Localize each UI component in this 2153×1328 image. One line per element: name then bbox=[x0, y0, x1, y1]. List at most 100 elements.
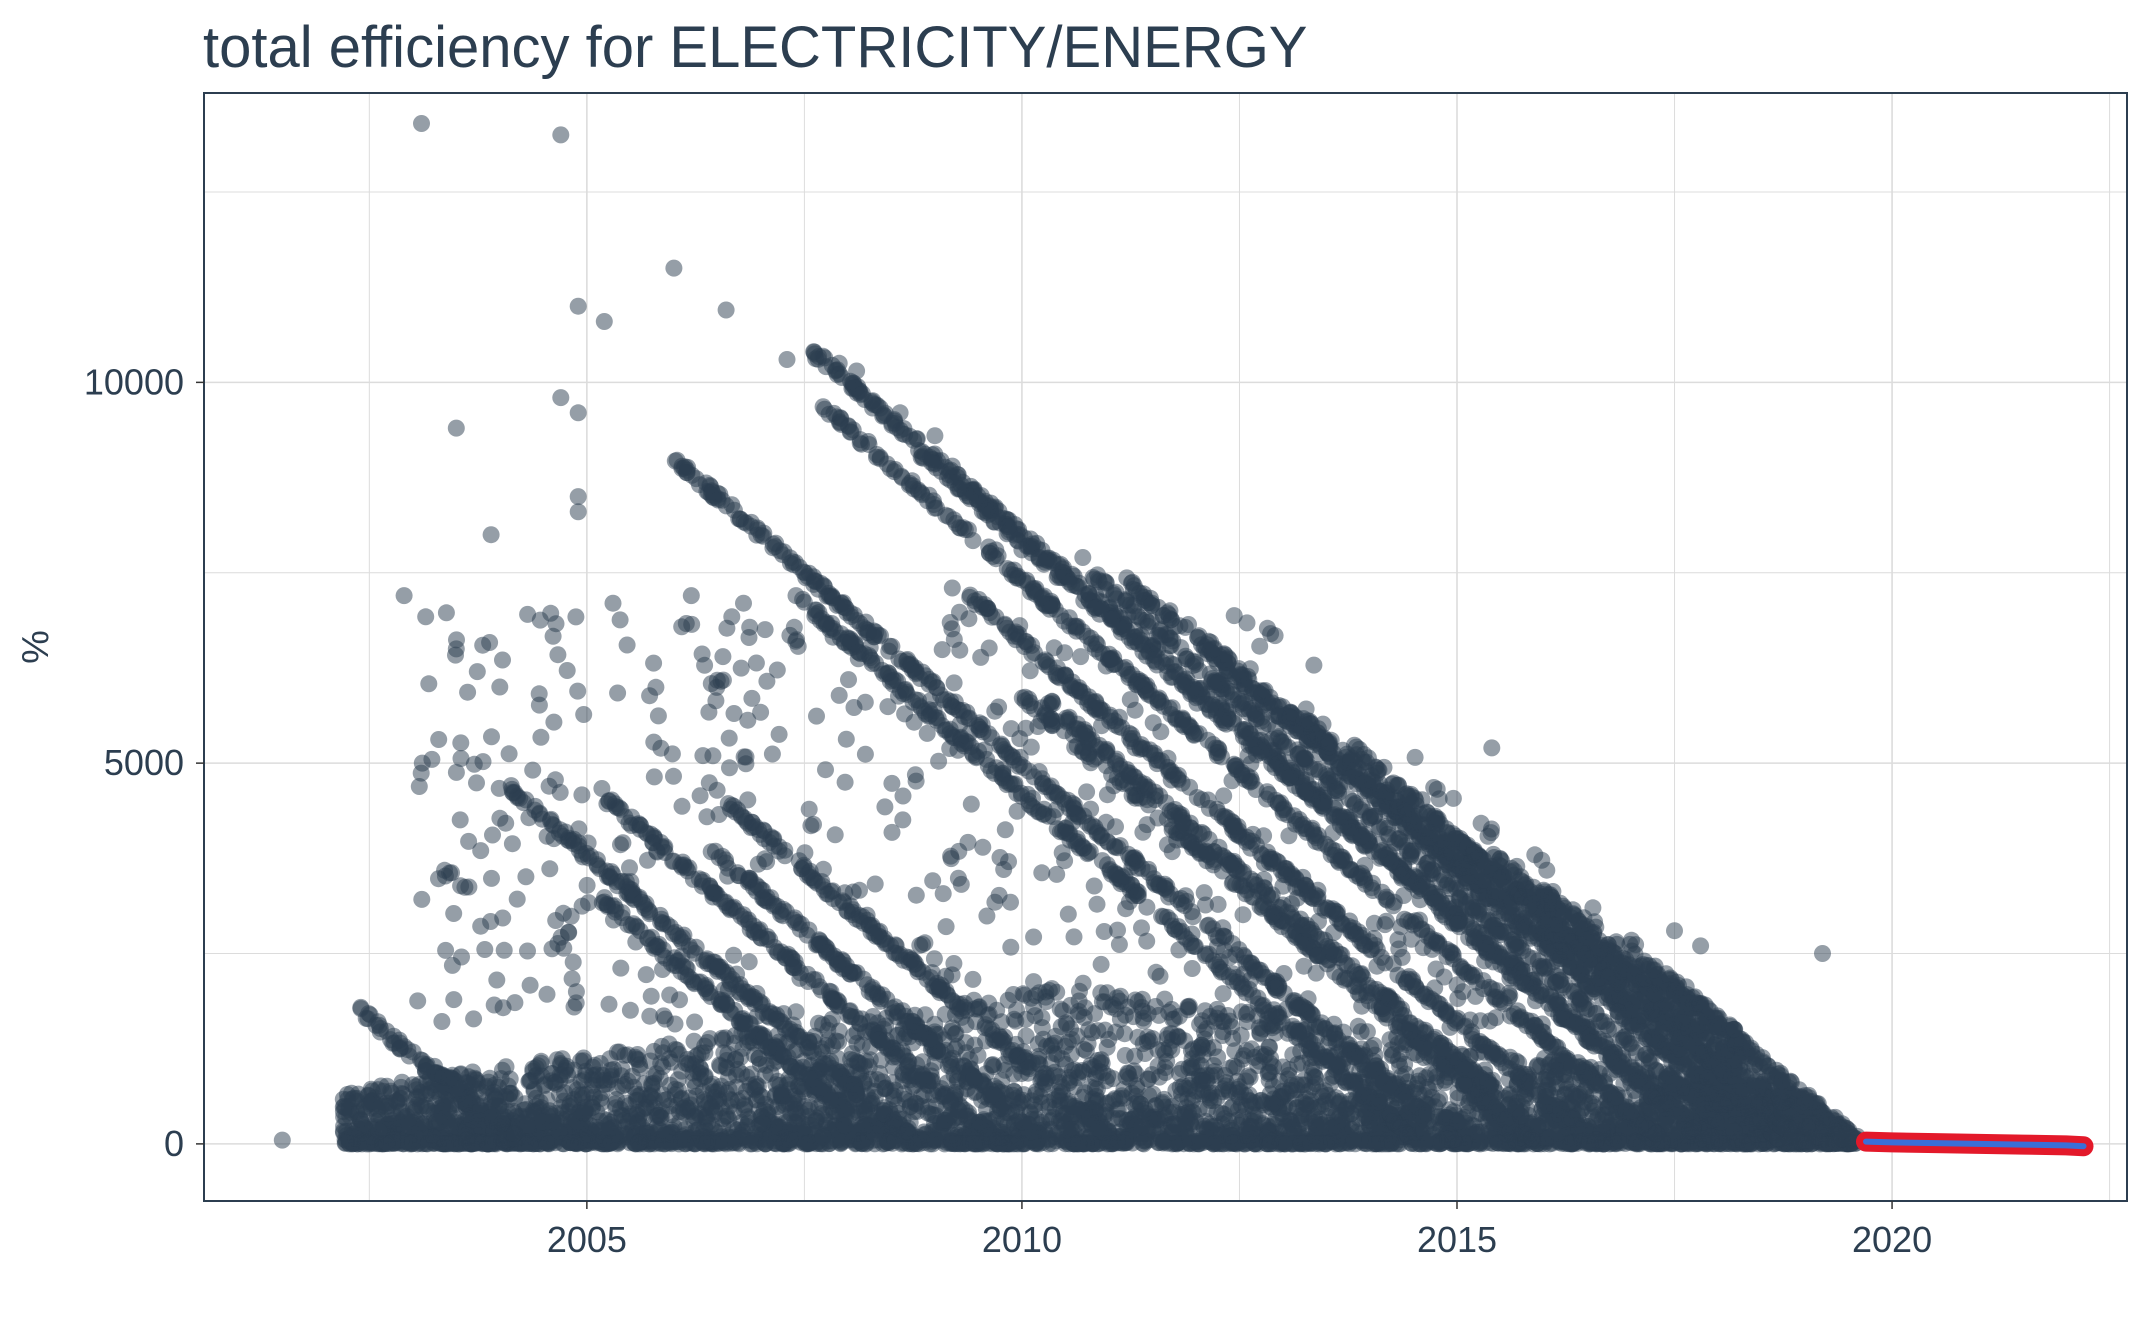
data-point bbox=[675, 1130, 692, 1148]
data-point bbox=[1249, 1106, 1267, 1124]
data-point bbox=[390, 1031, 408, 1049]
data-point bbox=[666, 1080, 684, 1098]
data-point bbox=[999, 991, 1017, 1009]
data-point bbox=[531, 1093, 549, 1111]
data-point bbox=[637, 1090, 655, 1108]
data-point bbox=[442, 1076, 460, 1094]
data-point bbox=[370, 1122, 388, 1140]
data-point bbox=[675, 926, 693, 944]
data-point bbox=[926, 1132, 944, 1149]
data-point bbox=[533, 1113, 551, 1131]
data-point bbox=[1224, 1134, 1242, 1152]
data-point bbox=[702, 879, 720, 897]
data-point bbox=[741, 1135, 759, 1153]
data-point bbox=[814, 1016, 831, 1034]
data-point bbox=[810, 1051, 828, 1069]
data-point bbox=[827, 1032, 845, 1050]
data-point bbox=[814, 1128, 832, 1146]
data-point bbox=[787, 1101, 805, 1118]
data-point bbox=[352, 1000, 370, 1018]
data-point bbox=[484, 1112, 502, 1130]
data-point bbox=[587, 1066, 605, 1084]
data-point bbox=[602, 1068, 620, 1086]
data-point bbox=[713, 1029, 731, 1047]
data-point bbox=[823, 1065, 841, 1083]
data-point bbox=[467, 1133, 485, 1151]
data-point bbox=[1053, 1050, 1071, 1068]
data-point bbox=[404, 1134, 422, 1152]
data-point bbox=[532, 1054, 550, 1072]
data-point bbox=[1208, 1000, 1226, 1018]
data-point bbox=[845, 1075, 863, 1093]
data-point bbox=[754, 1114, 772, 1132]
data-point bbox=[1029, 1035, 1047, 1053]
data-point bbox=[734, 1039, 752, 1057]
data-point bbox=[358, 1135, 376, 1153]
data-point bbox=[1265, 1058, 1283, 1076]
data-point bbox=[919, 1072, 937, 1089]
data-point bbox=[853, 1010, 871, 1028]
data-point bbox=[546, 1073, 564, 1091]
data-point bbox=[1093, 1054, 1111, 1072]
data-point bbox=[1323, 1119, 1341, 1137]
data-point bbox=[575, 1052, 593, 1070]
chart-title: total efficiency for ELECTRICITY/ENERGY bbox=[203, 15, 1308, 80]
data-point bbox=[1176, 1109, 1194, 1127]
data-point bbox=[537, 1133, 555, 1151]
data-point bbox=[1208, 1088, 1226, 1106]
data-point bbox=[712, 1077, 730, 1095]
data-point bbox=[1082, 1078, 1100, 1096]
data-point bbox=[417, 1097, 435, 1115]
data-point bbox=[1325, 1091, 1343, 1109]
data-point bbox=[1351, 1132, 1369, 1150]
data-point bbox=[1059, 1033, 1077, 1051]
data-point bbox=[945, 1135, 963, 1153]
data-point bbox=[1194, 1134, 1212, 1152]
data-point bbox=[1193, 1036, 1211, 1054]
data-point bbox=[1237, 1121, 1255, 1139]
data-point bbox=[1262, 1132, 1280, 1150]
data-point bbox=[1302, 1134, 1320, 1152]
data-point bbox=[781, 1131, 799, 1148]
data-point bbox=[1100, 1031, 1118, 1048]
data-point bbox=[1077, 1042, 1095, 1060]
data-point bbox=[431, 1113, 448, 1131]
data-point bbox=[522, 1072, 540, 1090]
data-point bbox=[1306, 1068, 1324, 1086]
data-point bbox=[345, 1089, 363, 1107]
data-point bbox=[608, 1043, 626, 1061]
data-point bbox=[901, 1097, 919, 1115]
data-point bbox=[371, 1023, 389, 1041]
data-point bbox=[1111, 992, 1129, 1010]
data-point bbox=[765, 1134, 783, 1152]
data-point bbox=[762, 1064, 780, 1082]
data-point bbox=[660, 1134, 678, 1152]
data-point bbox=[675, 856, 693, 874]
data-point bbox=[1132, 1095, 1149, 1113]
data-point bbox=[877, 1031, 895, 1049]
data-point bbox=[1156, 1059, 1174, 1076]
data-point bbox=[703, 1131, 721, 1149]
data-point bbox=[1570, 1088, 1588, 1106]
data-point bbox=[1190, 1100, 1208, 1118]
data-point bbox=[796, 1135, 814, 1153]
data-point bbox=[1162, 1025, 1180, 1043]
data-point bbox=[576, 1099, 594, 1116]
data-point bbox=[1245, 1048, 1263, 1066]
data-point bbox=[845, 1051, 863, 1069]
data-point bbox=[653, 1037, 671, 1055]
data-point bbox=[732, 1114, 750, 1131]
data-point bbox=[1119, 1064, 1137, 1082]
data-point bbox=[427, 1131, 445, 1149]
data-point bbox=[1609, 1132, 1627, 1150]
data-point bbox=[1356, 1108, 1374, 1126]
data-point bbox=[1040, 1098, 1058, 1116]
data-point bbox=[1241, 1068, 1259, 1086]
data-point bbox=[1092, 984, 1110, 1002]
data-point bbox=[1040, 982, 1058, 999]
data-point bbox=[1048, 1125, 1066, 1142]
data-point bbox=[601, 1135, 619, 1152]
data-point bbox=[645, 1068, 663, 1086]
data-point bbox=[652, 910, 670, 928]
